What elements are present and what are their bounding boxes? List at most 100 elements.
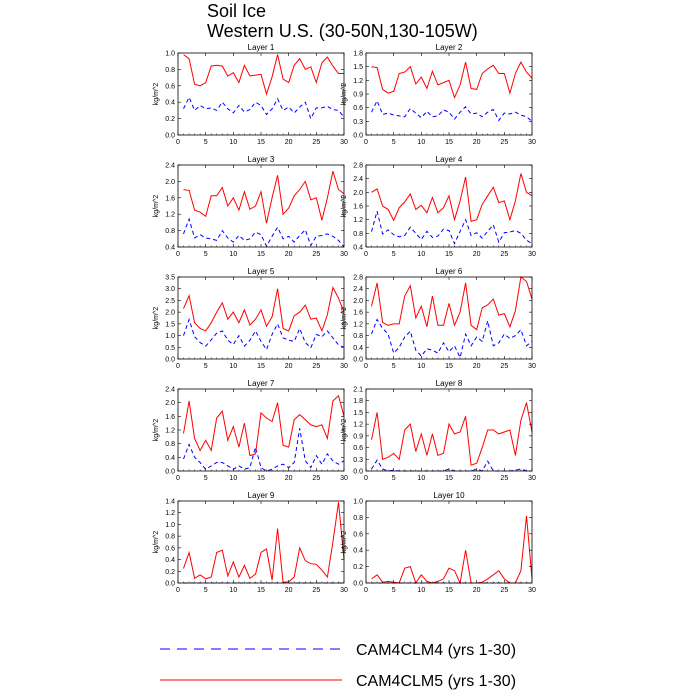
x-tick-label: 5 — [204, 363, 208, 370]
panel-title: Layer 9 — [248, 491, 275, 500]
panel-title: Layer 8 — [436, 379, 463, 388]
series-line-cam4clm4 — [183, 96, 345, 120]
panel-layer-8: Layer 8 kg/m^2 0 5 10 15 20 25 30 0.0 0.3 0.6 0.9 1.2… — [341, 379, 536, 482]
plot-frame — [177, 388, 345, 472]
y-tick-label: 0.9 — [353, 433, 363, 440]
y-tick-label: 0.6 — [165, 545, 175, 552]
y-tick-label: 1.5 — [353, 410, 363, 417]
y-tick-label: 0.3 — [353, 119, 363, 126]
x-tick-label: 25 — [312, 251, 320, 258]
panel-layer-3: Layer 3 kg/m^2 0 5 10 15 20 25 30 0.4 0.8 1.2 1.6 2.0… — [153, 155, 348, 258]
x-tick-label: 20 — [285, 475, 293, 482]
x-tick-label: 30 — [528, 251, 536, 258]
x-tick-label: 30 — [340, 363, 348, 370]
x-tick-label: 10 — [417, 251, 425, 258]
x-tick-label: 0 — [364, 251, 368, 258]
y-tick-label: 1.2 — [353, 217, 363, 224]
panel-title: Layer 10 — [433, 491, 465, 500]
y-tick-label: 0.2 — [165, 116, 175, 123]
series-line-cam4clm5 — [183, 170, 345, 224]
x-tick-label: 20 — [285, 363, 293, 370]
series-line-cam4clm4 — [183, 428, 345, 472]
x-tick-label: 10 — [229, 475, 237, 482]
y-tick-label: 1.2 — [353, 321, 363, 328]
x-tick-label: 15 — [445, 587, 453, 594]
y-tick-label: 0.0 — [353, 581, 363, 588]
y-tick-label: 0.0 — [353, 133, 363, 140]
x-tick-label: 10 — [417, 139, 425, 146]
y-tick-label: 2.0 — [353, 190, 363, 197]
y-tick-label: 2.0 — [165, 179, 175, 186]
y-tick-label: 1.0 — [165, 51, 175, 58]
y-tick-label: 1.2 — [353, 422, 363, 429]
panel-title: Layer 7 — [248, 379, 275, 388]
x-tick-label: 30 — [340, 251, 348, 258]
plot-frame — [365, 500, 533, 584]
series-line-cam4clm5 — [371, 61, 533, 100]
x-tick-label: 5 — [204, 475, 208, 482]
x-tick-label: 20 — [473, 475, 481, 482]
y-tick-label: 0.0 — [165, 133, 175, 140]
x-tick-label: 25 — [312, 363, 320, 370]
y-tick-label: 0.8 — [165, 228, 175, 235]
y-tick-label: 2.8 — [353, 275, 363, 282]
x-tick-label: 15 — [257, 475, 265, 482]
y-axis-label: kg/m^2 — [341, 307, 348, 329]
plot-frame — [365, 276, 533, 360]
y-axis-label: kg/m^2 — [341, 83, 348, 105]
x-tick-label: 15 — [445, 139, 453, 146]
x-tick-label: 0 — [176, 139, 180, 146]
x-tick-label: 5 — [392, 587, 396, 594]
x-tick-label: 15 — [445, 251, 453, 258]
x-tick-label: 5 — [204, 587, 208, 594]
y-tick-label: 0.0 — [353, 357, 363, 364]
y-tick-label: 0.0 — [353, 469, 363, 476]
y-tick-label: 0.5 — [165, 345, 175, 352]
y-tick-label: 2.4 — [165, 163, 175, 170]
figure-title-line2: Western U.S. (30-50N,130-105W) — [207, 21, 478, 41]
x-tick-label: 15 — [445, 475, 453, 482]
x-tick-label: 25 — [500, 475, 508, 482]
y-tick-label: 0.3 — [353, 457, 363, 464]
x-tick-label: 30 — [528, 363, 536, 370]
x-tick-label: 0 — [364, 587, 368, 594]
y-tick-label: 1.6 — [165, 414, 175, 421]
y-tick-label: 1.8 — [353, 398, 363, 405]
y-tick-label: 0.4 — [165, 100, 175, 107]
y-tick-label: 0.4 — [353, 548, 363, 555]
x-tick-label: 5 — [204, 139, 208, 146]
legend-label-cam4clm5: CAM4CLM5 (yrs 1-30) — [356, 673, 516, 690]
series-line-cam4clm5 — [371, 402, 533, 466]
y-axis-label: kg/m^2 — [153, 195, 160, 217]
x-tick-label: 0 — [176, 587, 180, 594]
y-axis-label: kg/m^2 — [341, 195, 348, 217]
x-tick-label: 25 — [500, 251, 508, 258]
series-line-cam4clm5 — [371, 276, 533, 331]
y-tick-label: 1.5 — [165, 321, 175, 328]
panel-title: Layer 2 — [436, 43, 463, 52]
series-line-cam4clm5 — [371, 515, 533, 585]
y-tick-label: 1.6 — [165, 195, 175, 202]
x-tick-label: 10 — [229, 363, 237, 370]
y-tick-label: 0.6 — [165, 83, 175, 90]
y-tick-label: 0.8 — [165, 441, 175, 448]
y-tick-label: 2.4 — [165, 387, 175, 394]
x-tick-label: 20 — [473, 363, 481, 370]
y-tick-label: 2.0 — [353, 298, 363, 305]
panel-title: Layer 3 — [248, 155, 275, 164]
x-tick-label: 25 — [312, 139, 320, 146]
y-axis-label: kg/m^2 — [341, 419, 348, 441]
figure-title-line1: Soil Ice — [207, 1, 266, 21]
y-tick-label: 0.6 — [353, 531, 363, 538]
plot-frame — [177, 52, 345, 136]
y-tick-label: 1.2 — [165, 428, 175, 435]
y-tick-label: 1.2 — [165, 212, 175, 219]
y-axis-label: kg/m^2 — [341, 531, 348, 553]
y-tick-label: 0.2 — [165, 569, 175, 576]
x-tick-label: 25 — [500, 139, 508, 146]
series-line-cam4clm5 — [183, 502, 345, 583]
panel-layer-7: Layer 7 kg/m^2 0 5 10 15 20 25 30 0.0 0.4 0.8 1.2 1.6… — [153, 379, 348, 482]
y-tick-label: 0.4 — [165, 455, 175, 462]
series-line-cam4clm4 — [371, 210, 533, 245]
